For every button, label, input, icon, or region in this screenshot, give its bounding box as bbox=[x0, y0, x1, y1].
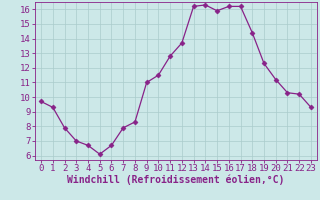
X-axis label: Windchill (Refroidissement éolien,°C): Windchill (Refroidissement éolien,°C) bbox=[67, 175, 285, 185]
